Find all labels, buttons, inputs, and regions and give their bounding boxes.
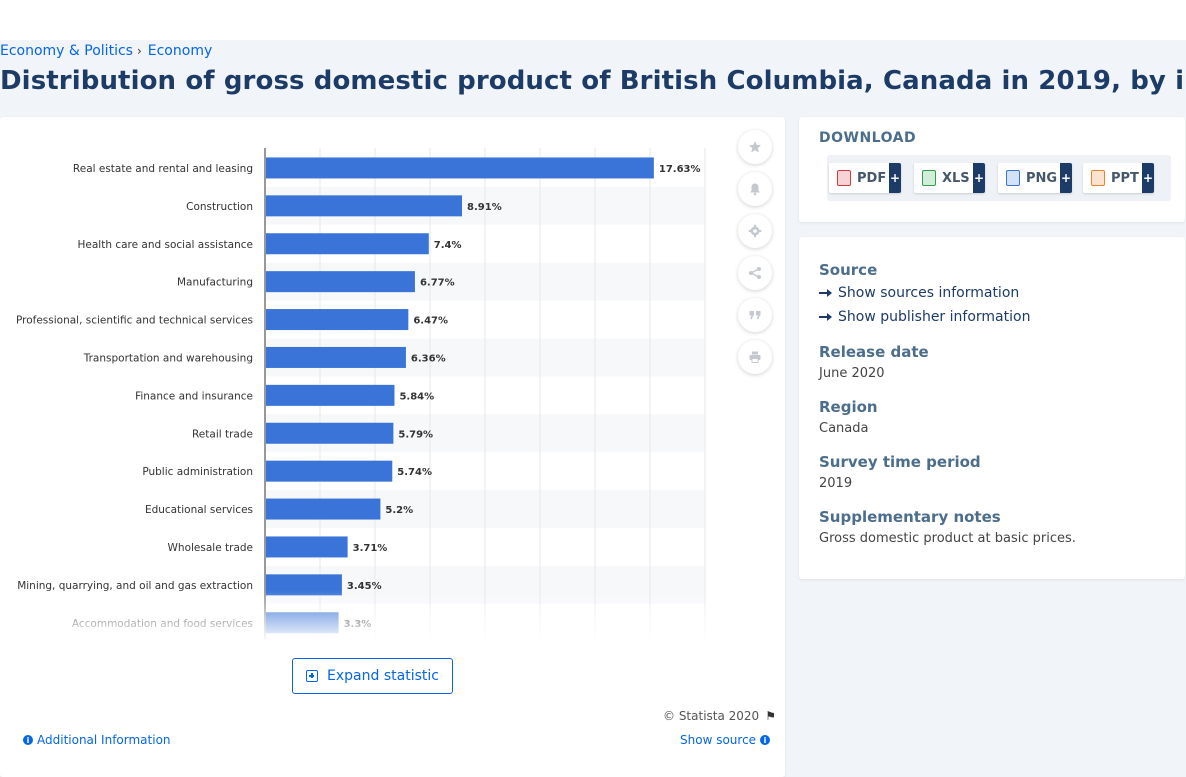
bar [266, 384, 395, 406]
bar [266, 271, 415, 293]
breadcrumb-link-economy[interactable]: Economy [147, 43, 213, 59]
bar [266, 157, 654, 179]
ppt-file-icon [1091, 170, 1105, 186]
supplementary-notes-value: Gross domestic product at basic prices. [819, 531, 1076, 546]
download-pdf-label: PDF [857, 170, 887, 186]
download-xls-label: XLS [942, 170, 970, 186]
bar [266, 460, 393, 482]
page-title: Distribution of gross domestic product o… [0, 66, 1186, 96]
data-label: 3.71% [353, 543, 388, 554]
show-source-label: Show source [680, 733, 757, 747]
chart-fade-overlay [0, 590, 735, 640]
plus-icon: + [889, 163, 901, 193]
region-value: Canada [819, 421, 869, 436]
show-publisher-link[interactable]: Show publisher information [819, 309, 1030, 325]
bar [266, 422, 394, 444]
download-pdf-button[interactable]: PDF + [829, 163, 901, 193]
show-publisher-label: Show publisher information [838, 309, 1031, 325]
expand-statistic-label: Expand statistic [327, 668, 439, 684]
plus-square-icon [306, 670, 319, 682]
additional-information-label: Additional Information [37, 733, 171, 747]
category-label: Transportation and warehousing [83, 352, 253, 364]
chart-toolbar [738, 130, 772, 382]
category-label: Wholesale trade [168, 542, 253, 554]
category-label: Mining, quarrying, and oil and gas extra… [17, 580, 253, 592]
arrow-right-icon [819, 289, 832, 297]
copyright-text: © Statista 2020 [663, 709, 760, 723]
survey-period-label: Survey time period [819, 453, 981, 471]
gear-icon[interactable] [738, 214, 772, 248]
download-ppt-button[interactable]: PPT + [1083, 163, 1154, 193]
data-label: 6.36% [411, 353, 446, 364]
download-bar: PDF + XLS + PNG + PPT + [827, 155, 1171, 201]
xls-file-icon [922, 170, 936, 186]
data-label: 8.91% [467, 202, 502, 213]
data-label: 6.77% [420, 278, 455, 289]
plus-icon: + [973, 163, 985, 193]
category-label: Public administration [142, 466, 253, 478]
download-title: DOWNLOAD [819, 130, 917, 146]
data-label: 3.45% [347, 581, 382, 592]
download-xls-button[interactable]: XLS + [914, 163, 985, 193]
download-png-label: PNG [1026, 170, 1058, 186]
bar-chart: Real estate and rental and leasing 17.63%… [16, 148, 706, 640]
show-sources-label: Show sources information [838, 285, 1020, 301]
plus-icon: + [1142, 163, 1154, 193]
download-card: DOWNLOAD PDF + XLS + PNG + PPT + [799, 117, 1185, 222]
data-label: 5.84% [399, 391, 434, 402]
share-icon[interactable] [738, 256, 772, 290]
category-label: Manufacturing [177, 277, 253, 289]
release-date-value: June 2020 [819, 366, 885, 381]
data-label: 5.74% [397, 467, 432, 478]
supplementary-notes-label: Supplementary notes [819, 508, 1001, 526]
bar [266, 195, 463, 217]
show-sources-link[interactable]: Show sources information [819, 285, 1019, 301]
bar [266, 498, 381, 520]
copyright: © Statista 2020 ⚑ [663, 709, 776, 723]
quote-icon[interactable] [738, 298, 772, 332]
breadcrumb: Economy & Politics › Economy [0, 43, 212, 59]
category-label: Educational services [145, 504, 253, 516]
top-bar [0, 0, 1186, 40]
download-png-button[interactable]: PNG + [998, 163, 1072, 193]
breadcrumb-link-economy-politics[interactable]: Economy & Politics [0, 43, 133, 59]
png-file-icon [1006, 170, 1020, 186]
star-icon[interactable] [738, 130, 772, 164]
bar [266, 309, 409, 331]
pdf-file-icon [837, 170, 851, 186]
bell-icon[interactable] [738, 172, 772, 206]
survey-period-value: 2019 [819, 476, 853, 491]
data-label: 5.79% [398, 429, 433, 440]
show-source-link[interactable]: Show source i [680, 733, 774, 747]
arrow-right-icon [819, 313, 832, 321]
info-icon: i [760, 735, 771, 745]
data-label: 17.63% [659, 164, 701, 175]
bar [266, 233, 429, 255]
release-date-label: Release date [819, 343, 929, 361]
category-label: Finance and insurance [135, 390, 253, 402]
info-icon: i [23, 735, 33, 745]
data-label: 7.4% [434, 240, 462, 251]
print-icon[interactable] [738, 340, 772, 374]
source-label: Source [819, 261, 878, 279]
region-label: Region [819, 398, 878, 416]
category-label: Health care and social assistance [78, 239, 253, 251]
breadcrumb-separator: › [136, 44, 142, 58]
category-label: Professional, scientific and technical s… [16, 315, 253, 327]
category-label: Real estate and rental and leasing [73, 163, 253, 175]
additional-information-link[interactable]: i Additional Information [19, 733, 171, 747]
expand-statistic-button[interactable]: Expand statistic [292, 658, 453, 694]
data-label: 6.47% [413, 316, 448, 327]
bar [266, 536, 348, 558]
category-label: Construction [186, 201, 253, 213]
bar [266, 346, 406, 368]
statistic-details-card: Source Show sources information Show pub… [799, 237, 1185, 579]
download-ppt-label: PPT [1111, 170, 1139, 186]
data-label: 5.2% [385, 505, 413, 516]
category-label: Retail trade [192, 428, 253, 440]
flag-icon[interactable]: ⚑ [765, 709, 776, 723]
plus-icon: + [1060, 163, 1072, 193]
